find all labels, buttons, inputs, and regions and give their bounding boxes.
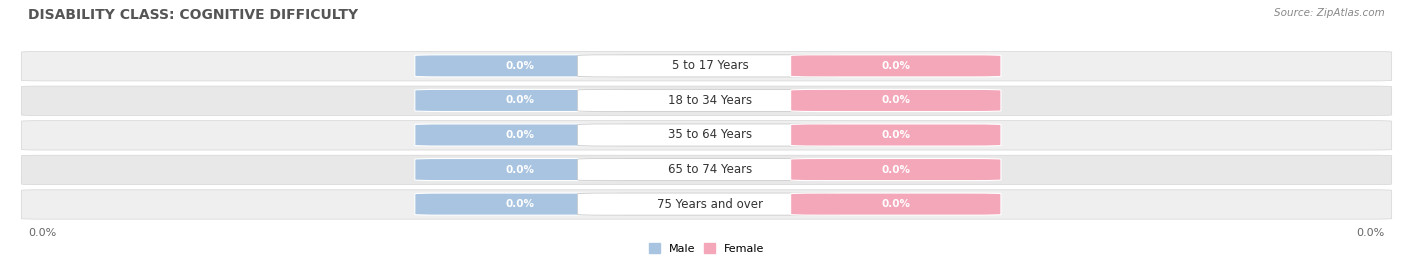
FancyBboxPatch shape [415,89,626,112]
FancyBboxPatch shape [21,121,1392,150]
Text: 0.0%: 0.0% [505,61,534,71]
FancyBboxPatch shape [578,89,842,112]
FancyBboxPatch shape [790,55,1001,77]
FancyBboxPatch shape [415,55,626,77]
FancyBboxPatch shape [21,155,1392,185]
Text: 65 to 74 Years: 65 to 74 Years [668,163,752,176]
Text: 0.0%: 0.0% [882,199,910,209]
Text: DISABILITY CLASS: COGNITIVE DIFFICULTY: DISABILITY CLASS: COGNITIVE DIFFICULTY [28,8,359,22]
FancyBboxPatch shape [578,193,842,215]
Text: 0.0%: 0.0% [505,164,534,175]
Text: 0.0%: 0.0% [505,95,534,106]
Legend: Male, Female: Male, Female [648,244,765,254]
FancyBboxPatch shape [790,124,1001,146]
Text: 18 to 34 Years: 18 to 34 Years [668,94,752,107]
FancyBboxPatch shape [21,190,1392,219]
Text: 0.0%: 0.0% [882,61,910,71]
FancyBboxPatch shape [21,52,1392,81]
Text: Source: ZipAtlas.com: Source: ZipAtlas.com [1274,8,1385,18]
Text: 0.0%: 0.0% [882,164,910,175]
Text: 0.0%: 0.0% [1357,228,1385,238]
Text: 0.0%: 0.0% [28,228,56,238]
Text: 5 to 17 Years: 5 to 17 Years [672,59,748,72]
Text: 0.0%: 0.0% [882,95,910,106]
FancyBboxPatch shape [790,89,1001,112]
Text: 0.0%: 0.0% [505,199,534,209]
FancyBboxPatch shape [578,158,842,181]
FancyBboxPatch shape [790,158,1001,181]
FancyBboxPatch shape [415,193,626,215]
FancyBboxPatch shape [415,158,626,181]
FancyBboxPatch shape [790,193,1001,215]
FancyBboxPatch shape [578,124,842,146]
FancyBboxPatch shape [578,55,842,77]
Text: 0.0%: 0.0% [505,130,534,140]
Text: 35 to 64 Years: 35 to 64 Years [668,129,752,141]
Text: 0.0%: 0.0% [882,130,910,140]
Text: 75 Years and over: 75 Years and over [657,198,763,211]
FancyBboxPatch shape [415,124,626,146]
FancyBboxPatch shape [21,86,1392,116]
